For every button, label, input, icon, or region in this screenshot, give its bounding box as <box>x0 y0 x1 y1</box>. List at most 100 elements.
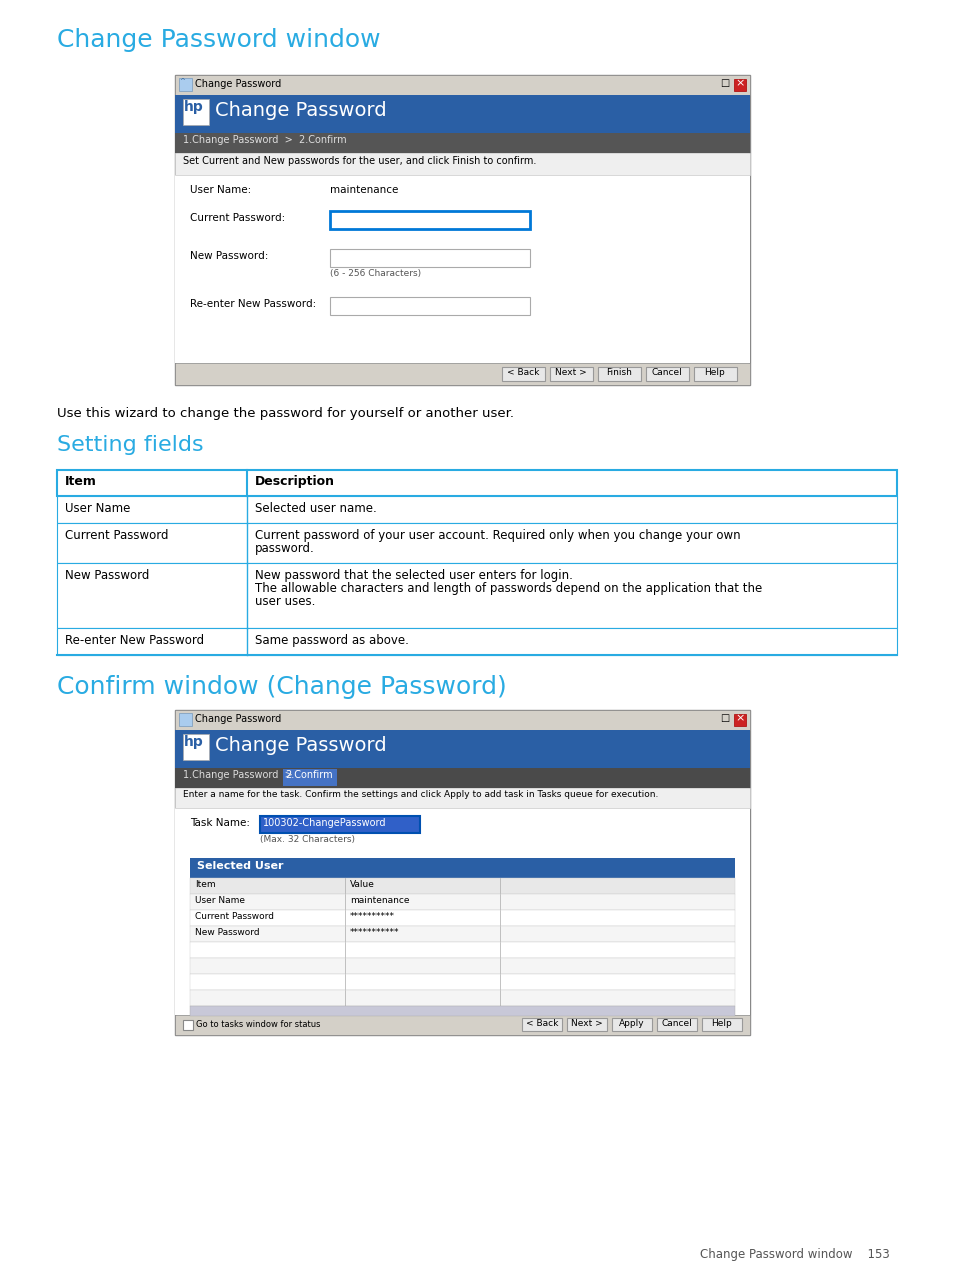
Bar <box>57 563 896 628</box>
Bar <box>733 714 745 726</box>
Text: 100302-ChangePassword: 100302-ChangePassword <box>263 819 386 827</box>
Text: Apply: Apply <box>618 1019 644 1028</box>
Text: New Password: New Password <box>194 928 259 937</box>
Bar <box>174 1016 749 1035</box>
Text: Change Password: Change Password <box>194 79 281 89</box>
Text: Change Password: Change Password <box>214 736 386 755</box>
Text: User Name:: User Name: <box>190 186 251 194</box>
Bar <box>566 1018 606 1031</box>
Text: Value: Value <box>350 880 375 888</box>
Bar <box>701 1018 741 1031</box>
Text: Cancel: Cancel <box>651 369 681 377</box>
Bar <box>190 878 734 894</box>
Text: user uses.: user uses. <box>254 595 315 608</box>
Text: Change Password: Change Password <box>214 100 386 119</box>
Bar <box>521 1018 561 1031</box>
Bar <box>174 808 749 1016</box>
Bar <box>174 75 749 385</box>
Text: (6 - 256 Characters): (6 - 256 Characters) <box>330 269 420 278</box>
Bar <box>174 133 749 153</box>
Bar <box>174 710 749 730</box>
Text: Task Name:: Task Name: <box>190 819 250 827</box>
Bar <box>190 894 734 910</box>
Text: New Password:: New Password: <box>190 250 268 261</box>
Text: Current Password: Current Password <box>65 529 169 541</box>
Bar <box>733 79 745 92</box>
Bar <box>550 367 593 381</box>
Text: Confirm window (Change Password): Confirm window (Change Password) <box>57 675 506 699</box>
Text: 2.Confirm: 2.Confirm <box>285 770 333 780</box>
Bar <box>174 730 749 768</box>
Bar <box>190 958 734 974</box>
Text: Re-enter New Password:: Re-enter New Password: <box>190 299 315 309</box>
Text: Change Password window    153: Change Password window 153 <box>700 1248 889 1261</box>
Bar <box>657 1018 697 1031</box>
Text: 1.Change Password  >  2.Confirm: 1.Change Password > 2.Confirm <box>183 135 346 145</box>
Bar <box>693 367 737 381</box>
Text: User Name: User Name <box>65 502 131 515</box>
Bar <box>57 470 896 496</box>
Bar <box>190 1007 734 1016</box>
Bar <box>283 769 336 785</box>
Bar <box>190 858 734 878</box>
Text: Current password of your user account. Required only when you change your own: Current password of your user account. R… <box>254 529 740 541</box>
Text: < Back: < Back <box>506 369 538 377</box>
Text: Cancel: Cancel <box>661 1019 692 1028</box>
Text: Finish: Finish <box>605 369 631 377</box>
Text: Go to tasks window for status: Go to tasks window for status <box>195 1021 320 1030</box>
Bar <box>190 910 734 927</box>
Bar <box>57 496 896 522</box>
Text: **********: ********** <box>350 913 395 921</box>
Text: Item: Item <box>65 475 97 488</box>
Text: ×: × <box>734 78 743 88</box>
Bar <box>612 1018 651 1031</box>
Text: Next >: Next > <box>571 1019 602 1028</box>
Text: Enter a name for the task. Confirm the settings and click Apply to add task in T: Enter a name for the task. Confirm the s… <box>183 791 658 799</box>
Bar <box>330 249 530 267</box>
Text: hp: hp <box>184 100 204 114</box>
Bar <box>330 211 530 229</box>
Text: Next >: Next > <box>555 369 586 377</box>
Bar <box>174 710 749 1035</box>
Text: Current Password:: Current Password: <box>190 214 285 222</box>
Text: □: □ <box>720 78 728 88</box>
Text: Setting fields: Setting fields <box>57 435 203 455</box>
Text: hp: hp <box>184 735 204 749</box>
Text: Help: Help <box>711 1019 732 1028</box>
Bar <box>598 367 640 381</box>
Bar <box>190 974 734 990</box>
Bar <box>645 367 688 381</box>
Text: New Password: New Password <box>65 569 150 582</box>
Text: ^: ^ <box>179 78 185 84</box>
Bar <box>174 153 749 175</box>
Text: Selected user name.: Selected user name. <box>254 502 376 515</box>
Bar <box>174 788 749 808</box>
Bar <box>183 99 209 125</box>
Bar <box>183 1021 193 1030</box>
Text: Same password as above.: Same password as above. <box>254 634 409 647</box>
Text: 1.Change Password  >: 1.Change Password > <box>183 770 295 780</box>
Text: Selected User: Selected User <box>196 860 283 871</box>
Text: Current Password: Current Password <box>194 913 274 921</box>
Bar <box>174 175 749 364</box>
Text: Item: Item <box>194 880 215 888</box>
Text: Re-enter New Password: Re-enter New Password <box>65 634 204 647</box>
Text: □: □ <box>720 713 728 723</box>
Text: ***********: *********** <box>350 928 399 937</box>
Text: Set Current and New passwords for the user, and click Finish to confirm.: Set Current and New passwords for the us… <box>183 156 536 167</box>
Text: User Name: User Name <box>194 896 245 905</box>
Text: maintenance: maintenance <box>330 186 398 194</box>
Bar <box>57 522 896 563</box>
Text: maintenance: maintenance <box>350 896 409 905</box>
Bar <box>330 297 530 315</box>
Text: Help: Help <box>704 369 724 377</box>
Bar <box>260 816 419 833</box>
Text: Description: Description <box>254 475 335 488</box>
Bar <box>179 78 192 92</box>
Text: The allowable characters and length of passwords depend on the application that : The allowable characters and length of p… <box>254 582 761 595</box>
Bar <box>179 713 192 726</box>
Bar <box>190 942 734 958</box>
Text: Use this wizard to change the password for yourself or another user.: Use this wizard to change the password f… <box>57 407 514 419</box>
Text: password.: password. <box>254 541 314 555</box>
Bar <box>183 733 209 760</box>
